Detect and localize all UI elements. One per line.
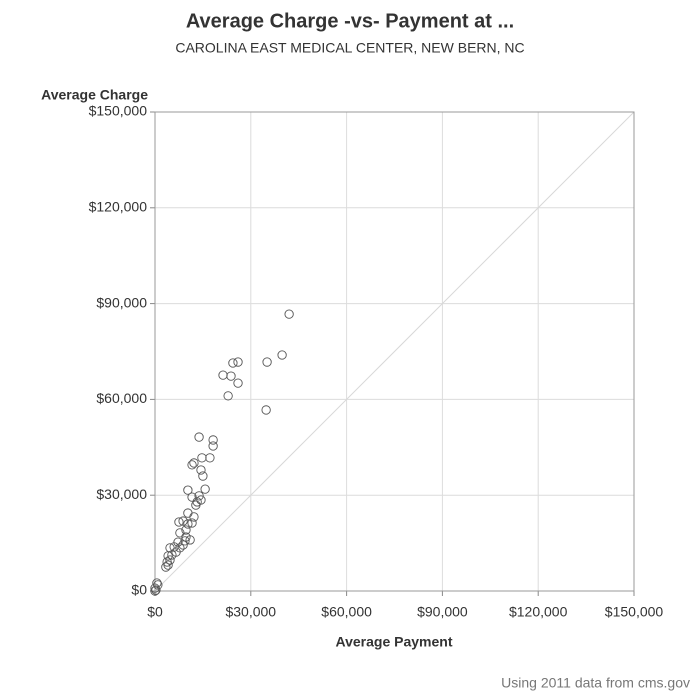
point (175, 543, 185, 553)
point (183, 508, 193, 518)
point (223, 391, 233, 401)
point (178, 516, 188, 526)
point (151, 585, 161, 595)
point (228, 358, 238, 368)
x-tick-label: $150,000 (605, 604, 664, 620)
point (233, 357, 243, 367)
point (189, 458, 199, 468)
point (181, 525, 191, 535)
reference-line (154, 111, 635, 592)
point (150, 583, 160, 593)
point (183, 519, 193, 529)
point (196, 465, 206, 475)
point (174, 517, 184, 527)
point (187, 492, 197, 502)
y-tick-label: $90,000 (96, 294, 147, 310)
point (205, 453, 215, 463)
y-tick-label: $30,000 (96, 486, 147, 502)
point (178, 540, 188, 550)
point (187, 518, 197, 528)
x-tick-label: $30,000 (225, 604, 276, 620)
point (208, 441, 218, 451)
point (163, 560, 173, 570)
x-tick-label: $90,000 (417, 604, 468, 620)
point (161, 562, 171, 572)
plot-frame (154, 111, 635, 592)
point (262, 357, 272, 367)
point (226, 371, 236, 381)
chart-title: Average Charge -vs- Payment at ... (186, 10, 514, 32)
point (198, 471, 208, 481)
y-axis-label: Average Charge (41, 87, 148, 103)
point (165, 555, 175, 565)
point (200, 484, 210, 494)
point (284, 309, 294, 319)
point (194, 491, 204, 501)
footnote: Using 2011 data from cms.gov (501, 675, 690, 691)
y-tick-label: $0 (131, 582, 147, 598)
point (277, 350, 287, 360)
point (197, 453, 207, 463)
x-tick-label: $120,000 (509, 604, 568, 620)
point (163, 551, 173, 561)
point (180, 536, 190, 546)
point (192, 497, 202, 507)
point (153, 580, 163, 590)
y-tick-label: $120,000 (89, 199, 148, 215)
point (150, 586, 160, 596)
y-tick-label: $60,000 (96, 390, 147, 406)
point (208, 435, 218, 445)
point (181, 532, 191, 542)
point (167, 550, 177, 560)
point (261, 405, 271, 415)
point (194, 432, 204, 442)
x-tick-label: $0 (147, 604, 163, 620)
x-axis-label: Average Payment (336, 634, 453, 650)
point (218, 370, 228, 380)
point (233, 378, 243, 388)
chart-subtitle: CAROLINA EAST MEDICAL CENTER, NEW BERN, … (175, 40, 524, 56)
point (183, 485, 193, 495)
x-tick-label: $60,000 (321, 604, 372, 620)
point (187, 460, 197, 470)
point (189, 512, 199, 522)
y-tick-label: $150,000 (89, 103, 148, 119)
